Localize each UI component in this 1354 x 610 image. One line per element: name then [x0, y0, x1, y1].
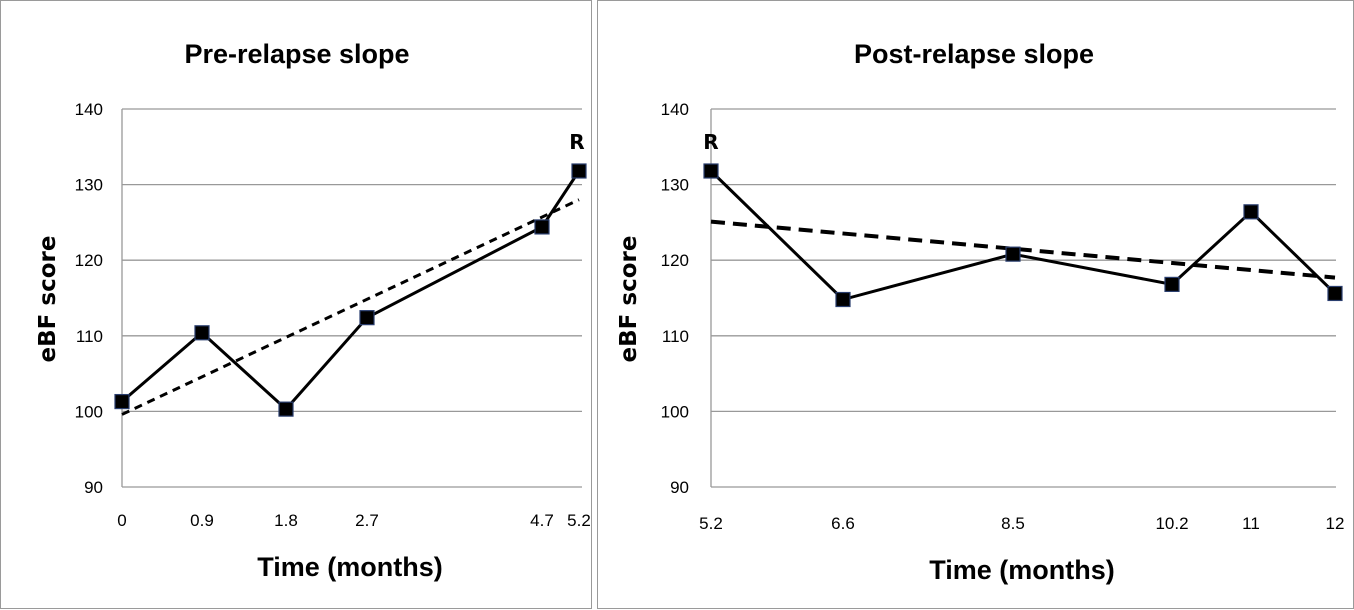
- data-point: [1243, 204, 1259, 220]
- x-tick-label: 6.6: [831, 514, 855, 533]
- data-point: [359, 310, 375, 326]
- series-line: [121, 170, 581, 412]
- chart-title: Pre-relapse slope: [184, 39, 409, 69]
- x-tick-label: 5.2: [699, 514, 723, 533]
- y-tick-label: 130: [661, 176, 689, 195]
- post-relapse-chart-svg: Post-relapse slope 90 100 110 120 130 140 5.2…: [616, 39, 1345, 585]
- y-tick-label: 130: [75, 176, 103, 195]
- trend-line: [710, 219, 1336, 280]
- y-tick-label: 140: [75, 100, 103, 119]
- y-tick-label: 100: [75, 402, 103, 421]
- data-point: [703, 163, 719, 179]
- relapse-annotation: R: [569, 130, 584, 154]
- data-point: [278, 401, 294, 417]
- data-point: [194, 325, 210, 341]
- series-line: [709, 169, 1337, 302]
- y-tick-label: 90: [670, 478, 689, 497]
- x-axis-label: Time (months): [257, 552, 443, 582]
- chart-title: Post-relapse slope: [854, 39, 1094, 69]
- x-tick-label: 1.8: [274, 511, 298, 530]
- y-tick-label: 120: [75, 251, 103, 270]
- trend-line: [121, 198, 580, 416]
- data-point: [534, 219, 550, 235]
- data-point: [114, 393, 130, 410]
- x-axis-label: Time (months): [929, 555, 1115, 585]
- chart-panel-post-relapse: Post-relapse slope 90 100 110 120 130 140 5.2…: [597, 0, 1354, 609]
- y-axis-label: eBF score: [616, 236, 642, 363]
- pre-relapse-chart-svg: Pre-relapse slope 90 100 110 120 130 140 0 0.9…: [35, 39, 591, 582]
- y-tick-label: 110: [662, 327, 689, 346]
- x-tick-label: 4.7: [530, 511, 554, 530]
- y-axis-label: eBF score: [35, 236, 61, 363]
- x-tick-label: 2.7: [355, 511, 379, 530]
- data-point: [571, 163, 587, 179]
- data-point: [1327, 285, 1343, 302]
- x-tick-label: 0: [117, 511, 126, 530]
- data-point: [835, 291, 851, 308]
- x-tick-label: 0.9: [190, 511, 214, 530]
- y-tick-label: 120: [661, 251, 689, 270]
- y-tick-label: 140: [661, 100, 689, 119]
- y-tick-label: 110: [76, 327, 103, 346]
- y-tick-label: 90: [84, 478, 103, 497]
- chart-panel-pre-relapse: Pre-relapse slope 90 100 110 120 130 140 0 0.9…: [0, 0, 592, 609]
- x-tick-label: 8.5: [1001, 514, 1025, 533]
- x-tick-label: 12: [1326, 514, 1345, 533]
- x-tick-label: 11: [1242, 514, 1260, 533]
- data-point: [1005, 246, 1021, 262]
- data-point: [1164, 276, 1180, 292]
- y-tick-label: 100: [661, 402, 689, 421]
- x-tick-label: 5.2: [567, 511, 591, 530]
- relapse-annotation: R: [703, 130, 718, 154]
- x-tick-label: 10.2: [1155, 514, 1188, 533]
